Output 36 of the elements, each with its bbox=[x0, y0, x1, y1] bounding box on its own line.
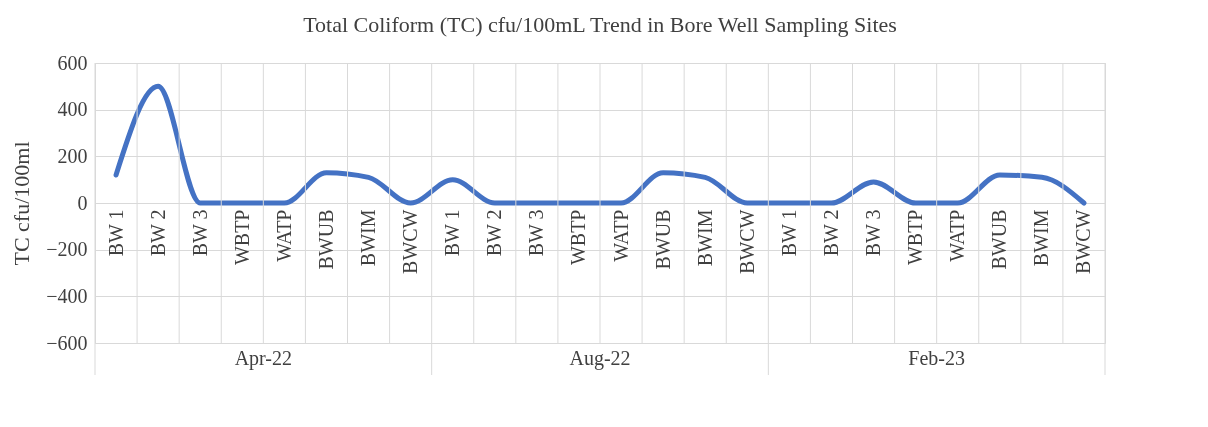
text: Apr-22 bbox=[234, 347, 293, 370]
y-tick-label: 600 bbox=[57, 51, 88, 74]
y-tick-label: −600 bbox=[46, 331, 88, 354]
x-tick-label: BW 1 bbox=[104, 209, 127, 257]
y-axis-title: TC cfu/100ml bbox=[9, 141, 35, 266]
text: Aug-22 bbox=[569, 347, 631, 370]
x-tick-label: BWUB bbox=[651, 209, 674, 270]
text: Feb-23 bbox=[908, 347, 965, 369]
x-tick-label: BWIM bbox=[357, 209, 380, 267]
x-tick-label: BW 3 bbox=[525, 209, 548, 257]
x-tick-label: BW 1 bbox=[777, 209, 800, 257]
y-tick-label: 400 bbox=[57, 98, 88, 121]
x-tick-label: WBTP bbox=[904, 209, 927, 266]
x-tick-label: BWCW bbox=[735, 209, 758, 274]
x-tick-label: WBTP bbox=[567, 209, 590, 266]
x-tick-label: BWUB bbox=[314, 209, 337, 270]
x-tick-label: BW 3 bbox=[188, 209, 211, 257]
x-tick-label: WATP bbox=[609, 209, 632, 262]
x-tick-label: BW 2 bbox=[819, 209, 842, 257]
x-tick-label: WATP bbox=[272, 209, 295, 262]
y-tick-label: 0 bbox=[77, 191, 88, 214]
x-tick-label: BW 2 bbox=[146, 209, 169, 257]
y-tick-label: −400 bbox=[46, 284, 88, 307]
x-tick-label: BW 1 bbox=[441, 209, 464, 257]
x-tick-label: BWIM bbox=[1030, 209, 1053, 267]
x-tick-label: WBTP bbox=[230, 209, 253, 266]
x-tick-label: BWUB bbox=[988, 209, 1011, 270]
x-tick-label: BWCW bbox=[1072, 209, 1095, 274]
x-tick-label: BW 3 bbox=[862, 209, 885, 257]
chart-title: Total Coliform (TC) cfu/100mL Trend in Bore Well Sampling Sites bbox=[303, 12, 897, 37]
x-tick-label: BWCW bbox=[399, 209, 422, 274]
y-tick-label: 200 bbox=[57, 144, 88, 167]
x-tick-label: WATP bbox=[946, 209, 969, 262]
x-tick-label: BW 2 bbox=[483, 209, 506, 257]
y-tick-label: −200 bbox=[46, 238, 88, 261]
x-tick-label: BWIM bbox=[693, 209, 716, 267]
